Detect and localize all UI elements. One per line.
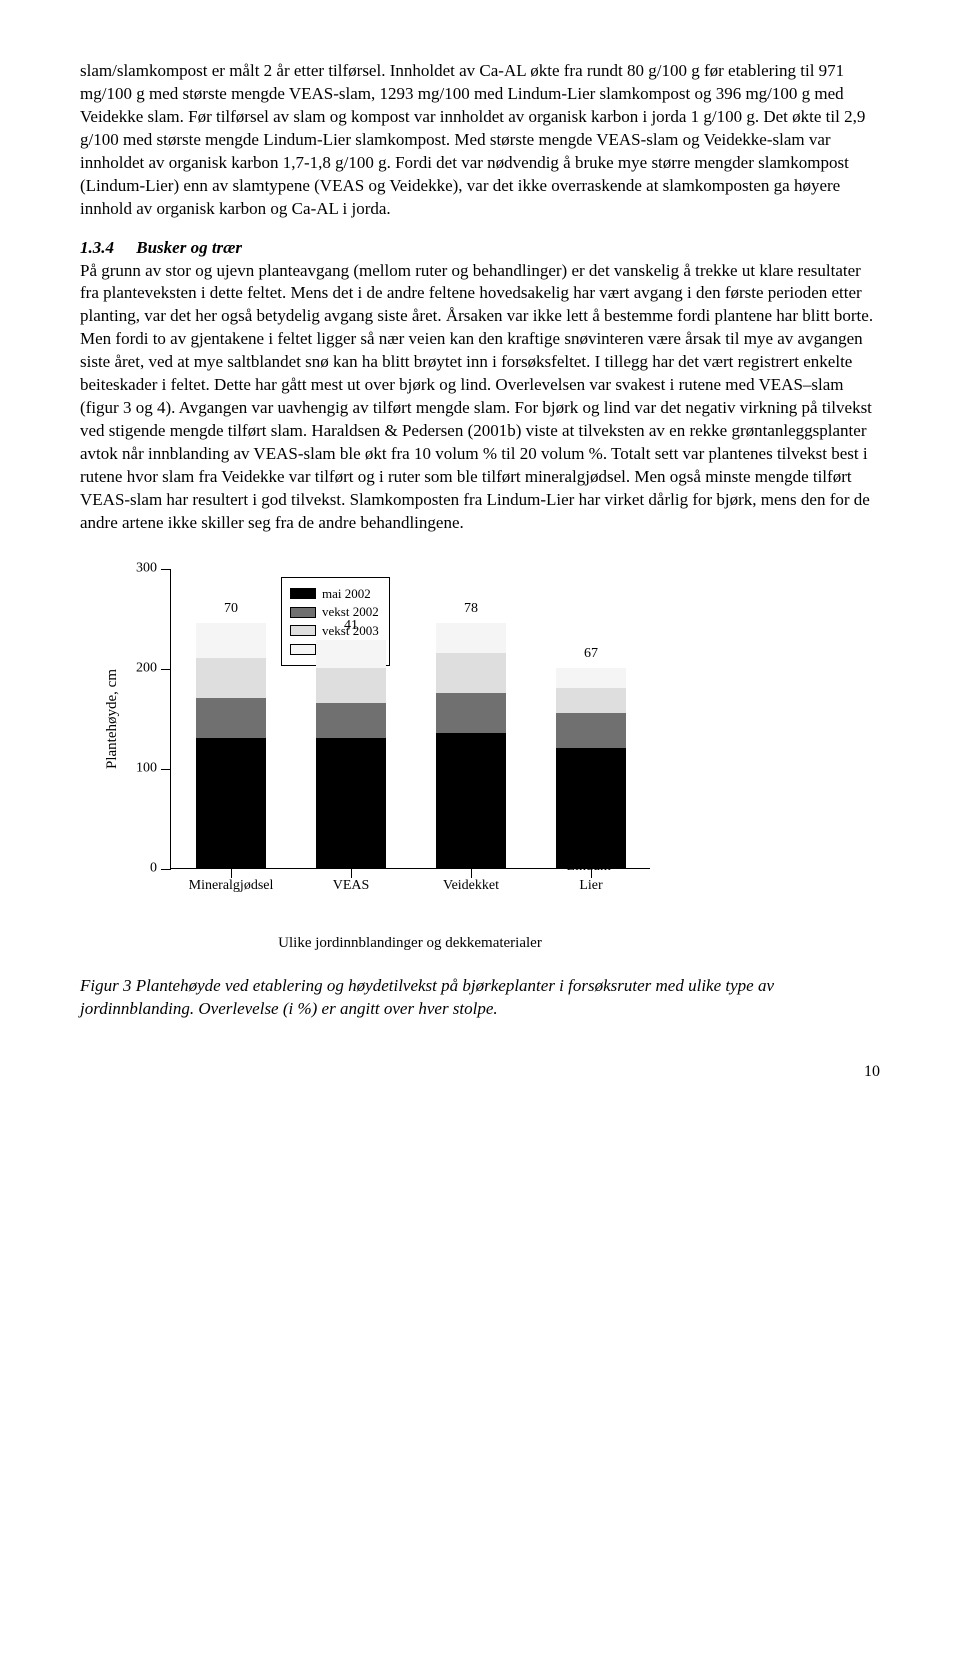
bar-segment bbox=[196, 698, 266, 738]
y-axis-title: Plantehøyde, cm bbox=[102, 669, 122, 769]
plot-area: mai 2002vekst 2002vekst 2003vekst 2004 0… bbox=[170, 569, 650, 869]
bar-segment bbox=[196, 623, 266, 658]
bar-segment bbox=[556, 713, 626, 748]
bar-segment bbox=[436, 733, 506, 868]
bar-segment bbox=[196, 738, 266, 868]
page-number: 10 bbox=[80, 1061, 880, 1083]
section-title: Busker og trær bbox=[136, 238, 242, 257]
legend-swatch bbox=[290, 588, 316, 599]
section-heading: 1.3.4 Busker og trær bbox=[80, 237, 880, 260]
legend-swatch bbox=[290, 625, 316, 636]
y-tick-label: 0 bbox=[121, 859, 157, 878]
body-paragraph-1: slam/slamkompost er målt 2 år etter tilf… bbox=[80, 60, 880, 221]
bar-segment bbox=[316, 738, 386, 868]
x-tick-label: VEAS bbox=[333, 877, 370, 896]
legend-label: mai 2002 bbox=[322, 585, 371, 603]
bar-top-label: 78 bbox=[436, 600, 506, 619]
legend-swatch bbox=[290, 644, 316, 655]
x-tick-label: Lindum-Lier bbox=[562, 858, 621, 896]
bar-segment bbox=[556, 668, 626, 688]
bar-segment bbox=[436, 693, 506, 733]
legend-swatch bbox=[290, 607, 316, 618]
bar-segment bbox=[556, 688, 626, 713]
bar-top-label: 70 bbox=[196, 600, 266, 619]
y-tick bbox=[161, 769, 171, 770]
bar-segment bbox=[556, 748, 626, 868]
y-tick bbox=[161, 569, 171, 570]
body-paragraph-2: På grunn av stor og ujevn planteavgang (… bbox=[80, 260, 880, 535]
y-tick bbox=[161, 869, 171, 870]
x-tick-label: Mineralgjødsel bbox=[189, 877, 274, 896]
bar-segment bbox=[316, 703, 386, 738]
bar-top-label: 41 bbox=[316, 617, 386, 636]
legend-item: mai 2002 bbox=[290, 585, 379, 603]
bar-segment bbox=[316, 640, 386, 668]
x-tick-label: Veidekket bbox=[443, 877, 499, 896]
bar-chart: Plantehøyde, cm mai 2002vekst 2002vekst … bbox=[80, 559, 700, 919]
bar-top-label: 67 bbox=[556, 645, 626, 664]
bar-segment bbox=[196, 658, 266, 698]
y-tick-label: 100 bbox=[121, 759, 157, 778]
figure-caption: Figur 3 Plantehøyde ved etablering og hø… bbox=[80, 975, 880, 1021]
section-number: 1.3.4 bbox=[80, 237, 132, 260]
y-tick-label: 200 bbox=[121, 659, 157, 678]
x-axis-title: Ulike jordinnblandinger og dekkematerial… bbox=[170, 933, 650, 953]
bar-segment bbox=[316, 668, 386, 703]
y-tick bbox=[161, 669, 171, 670]
bar-segment bbox=[436, 623, 506, 653]
y-tick-label: 300 bbox=[121, 559, 157, 578]
bar-segment bbox=[436, 653, 506, 693]
